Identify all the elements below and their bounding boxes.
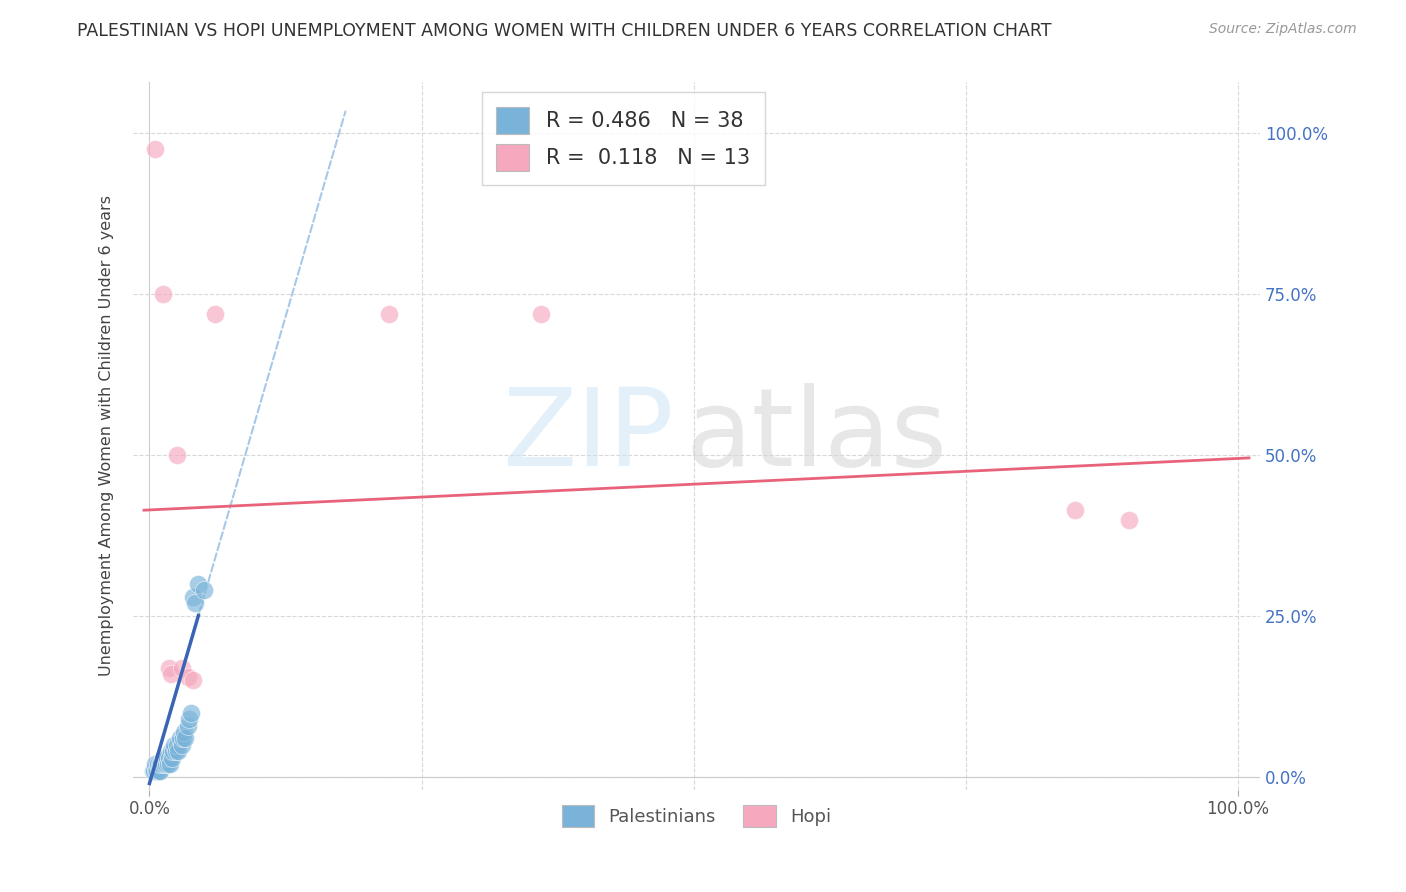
- Point: [152, 750, 174, 764]
- Point: [530, 307, 553, 321]
- Point: [162, 744, 184, 758]
- Point: [143, 143, 166, 157]
- Point: [176, 718, 198, 732]
- Point: [145, 764, 167, 778]
- Point: [177, 712, 200, 726]
- Point: [173, 725, 195, 739]
- Point: [156, 757, 179, 772]
- Point: [172, 738, 194, 752]
- Point: [156, 750, 179, 764]
- Point: [142, 764, 165, 778]
- Point: [149, 757, 172, 772]
- Point: [172, 731, 194, 746]
- Point: [378, 307, 401, 321]
- Point: [166, 738, 188, 752]
- Point: [166, 744, 188, 758]
- Point: [181, 673, 204, 688]
- Point: [153, 750, 176, 764]
- Point: [143, 757, 166, 772]
- Text: atlas: atlas: [685, 383, 948, 489]
- Point: [148, 764, 170, 778]
- Point: [157, 750, 180, 764]
- Point: [146, 764, 169, 778]
- Point: [187, 577, 209, 591]
- Point: [180, 706, 202, 720]
- Text: ZIP: ZIP: [502, 383, 673, 489]
- Point: [184, 596, 207, 610]
- Point: [166, 448, 188, 462]
- Point: [193, 583, 215, 598]
- Point: [159, 757, 181, 772]
- Point: [146, 757, 169, 772]
- Point: [1063, 503, 1085, 517]
- Y-axis label: Unemployment Among Women with Children Under 6 years: Unemployment Among Women with Children U…: [100, 195, 114, 676]
- Text: PALESTINIAN VS HOPI UNEMPLOYMENT AMONG WOMEN WITH CHILDREN UNDER 6 YEARS CORRELA: PALESTINIAN VS HOPI UNEMPLOYMENT AMONG W…: [77, 22, 1052, 40]
- Point: [152, 757, 174, 772]
- Point: [204, 307, 226, 321]
- Point: [152, 287, 174, 301]
- Point: [149, 764, 172, 778]
- Point: [142, 764, 165, 778]
- Point: [172, 660, 194, 674]
- Legend: Palestinians, Hopi: Palestinians, Hopi: [554, 797, 838, 834]
- Point: [155, 757, 177, 772]
- Point: [155, 750, 177, 764]
- Point: [157, 660, 180, 674]
- Point: [176, 670, 198, 684]
- Point: [160, 667, 183, 681]
- Point: [174, 731, 197, 746]
- Point: [1118, 512, 1140, 526]
- Point: [160, 744, 183, 758]
- Point: [163, 738, 186, 752]
- Point: [162, 750, 184, 764]
- Text: Source: ZipAtlas.com: Source: ZipAtlas.com: [1209, 22, 1357, 37]
- Point: [150, 757, 173, 772]
- Point: [181, 590, 204, 604]
- Point: [169, 731, 191, 746]
- Point: [165, 744, 187, 758]
